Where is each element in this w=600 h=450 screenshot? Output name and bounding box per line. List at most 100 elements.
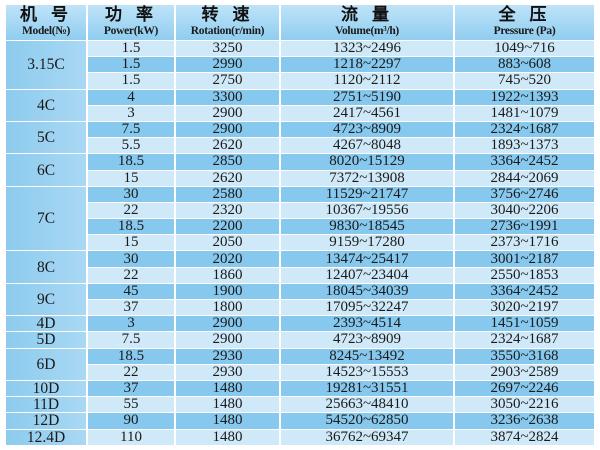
header-rotation-en: Rotation(r/min) bbox=[190, 25, 265, 38]
rotation-cell: 2580 bbox=[176, 186, 279, 202]
power-cell: 4 bbox=[88, 89, 174, 105]
pressure-cell: 3550~3168 bbox=[455, 348, 594, 364]
model-cell: 12.4D bbox=[6, 429, 86, 445]
volume-cell: 13474~25417 bbox=[281, 251, 453, 267]
pressure-cell: 3364~2452 bbox=[455, 154, 594, 170]
power-cell: 1.5 bbox=[88, 57, 174, 73]
pressure-cell: 2324~1687 bbox=[455, 121, 594, 138]
volume-cell: 4723~8909 bbox=[281, 332, 453, 348]
model-cell: 5D bbox=[6, 332, 86, 348]
rotation-cell: 1800 bbox=[176, 300, 279, 316]
pressure-cell: 3020~2197 bbox=[455, 300, 594, 316]
rotation-cell: 1860 bbox=[176, 267, 279, 283]
power-cell: 15 bbox=[88, 170, 174, 186]
header-power: 功 率 Power(kW) bbox=[88, 5, 174, 40]
power-cell: 30 bbox=[88, 251, 174, 267]
model-cell: 5C bbox=[6, 121, 86, 154]
volume-cell: 17095~32247 bbox=[281, 300, 453, 316]
pressure-cell: 2844~2069 bbox=[455, 170, 594, 186]
table-row: 22 1860 12407~23404 2550~1853 bbox=[6, 267, 594, 283]
volume-cell: 7372~13908 bbox=[281, 170, 453, 186]
rotation-cell: 2620 bbox=[176, 138, 279, 154]
power-cell: 37 bbox=[88, 300, 174, 316]
rotation-cell: 1480 bbox=[176, 397, 279, 413]
power-cell: 1.5 bbox=[88, 73, 174, 89]
model-cell: 3.15C bbox=[6, 41, 86, 89]
table-row: 22 2320 10367~19556 3040~2206 bbox=[6, 202, 594, 219]
table-row: 12D 90 1480 54520~62850 3236~2638 bbox=[6, 413, 594, 429]
table-row: 3 2900 2417~4561 1481~1079 bbox=[6, 105, 594, 121]
table-row: 4D 3 2900 2393~4514 1451~1059 bbox=[6, 316, 594, 332]
pressure-cell: 1893~1373 bbox=[455, 138, 594, 154]
pressure-cell: 745~520 bbox=[455, 73, 594, 89]
rotation-cell: 1480 bbox=[176, 413, 279, 429]
table-row: 1.5 2990 1218~2297 883~608 bbox=[6, 57, 594, 73]
volume-cell: 10367~19556 bbox=[281, 202, 453, 219]
pressure-cell: 1049~716 bbox=[455, 41, 594, 57]
table-row: 15 2620 7372~13908 2844~2069 bbox=[6, 170, 594, 186]
volume-cell: 54520~62850 bbox=[281, 413, 453, 429]
pressure-cell: 2373~1716 bbox=[455, 235, 594, 251]
model-cell: 11D bbox=[6, 397, 86, 413]
header-pressure-zh: 全 压 bbox=[498, 5, 551, 26]
pressure-cell: 1481~1079 bbox=[455, 105, 594, 121]
rotation-cell: 2900 bbox=[176, 121, 279, 138]
power-cell: 1.5 bbox=[88, 41, 174, 57]
volume-cell: 1120~2112 bbox=[281, 73, 453, 89]
fan-spec-table-container: 机 号 Model(№) 功 率 Power(kW) 转 速 Rotation(r/m… bbox=[4, 4, 596, 446]
table-row: 12.4D 110 1480 36762~69347 3874~2824 bbox=[6, 429, 594, 445]
volume-cell: 4267~8048 bbox=[281, 138, 453, 154]
power-cell: 22 bbox=[88, 202, 174, 219]
rotation-cell: 1480 bbox=[176, 380, 279, 397]
rotation-cell: 1900 bbox=[176, 283, 279, 299]
volume-cell: 8245~13492 bbox=[281, 348, 453, 364]
pressure-cell: 883~608 bbox=[455, 57, 594, 73]
volume-cell: 1218~2297 bbox=[281, 57, 453, 73]
volume-cell: 2751~5190 bbox=[281, 89, 453, 105]
volume-cell: 25663~48410 bbox=[281, 397, 453, 413]
volume-cell: 8020~15129 bbox=[281, 154, 453, 170]
table-row: 4C 4 3300 2751~5190 1922~1393 bbox=[6, 89, 594, 121]
header-pressure-en: Pressure (Pa) bbox=[493, 25, 556, 38]
header-rotation: 转 速 Rotation(r/min) bbox=[176, 5, 279, 40]
rotation-cell: 2900 bbox=[176, 105, 279, 121]
model-cell: 4D bbox=[6, 316, 86, 332]
volume-cell: 2393~4514 bbox=[281, 316, 453, 332]
table-row: 37 1800 17095~32247 3020~2197 bbox=[6, 300, 594, 316]
header-model: 机 号 Model(№) bbox=[6, 5, 86, 40]
power-cell: 90 bbox=[88, 413, 174, 429]
table-row: 9C 45 1900 18045~34039 3364~2452 bbox=[6, 283, 594, 316]
power-cell: 18.5 bbox=[88, 154, 174, 170]
model-cell: 6C bbox=[6, 154, 86, 186]
header-volume-zh: 流 量 bbox=[341, 5, 393, 26]
rotation-cell: 2620 bbox=[176, 170, 279, 186]
pressure-cell: 2697~2246 bbox=[455, 380, 594, 397]
volume-cell: 1323~2496 bbox=[281, 41, 453, 57]
table-row: 6D 18.5 2930 8245~13492 3550~3168 bbox=[6, 348, 594, 380]
rotation-cell: 3250 bbox=[176, 41, 279, 57]
pressure-cell: 3001~2187 bbox=[455, 251, 594, 267]
table-row: 6C 18.5 2850 8020~15129 3364~2452 bbox=[6, 154, 594, 186]
table-row: 15 2050 9159~17280 2373~1716 bbox=[6, 235, 594, 251]
pressure-cell: 1451~1059 bbox=[455, 316, 594, 332]
pressure-cell: 3364~2452 bbox=[455, 283, 594, 299]
power-cell: 37 bbox=[88, 380, 174, 397]
volume-cell: 19281~31551 bbox=[281, 380, 453, 397]
table-row: 11D 55 1480 25663~48410 3050~2216 bbox=[6, 397, 594, 413]
table-row: 5C 7.5 2900 4723~8909 2324~1687 bbox=[6, 121, 594, 154]
volume-cell: 9830~18545 bbox=[281, 219, 453, 235]
power-cell: 3 bbox=[88, 105, 174, 121]
header-rotation-zh: 转 速 bbox=[201, 5, 254, 26]
rotation-cell: 3300 bbox=[176, 89, 279, 105]
pressure-cell: 3756~2746 bbox=[455, 186, 594, 202]
rotation-cell: 2020 bbox=[176, 251, 279, 267]
header-row: 机 号 Model(№) 功 率 Power(kW) 转 速 Rotation(r/m… bbox=[6, 5, 594, 40]
power-cell: 30 bbox=[88, 186, 174, 202]
rotation-cell: 2200 bbox=[176, 219, 279, 235]
pressure-cell: 2903~2589 bbox=[455, 364, 594, 380]
header-model-en: Model(№) bbox=[21, 25, 71, 38]
table-row: 18.5 2200 9830~18545 2736~1991 bbox=[6, 219, 594, 235]
power-cell: 18.5 bbox=[88, 219, 174, 235]
header-model-zh: 机 号 bbox=[20, 5, 72, 26]
power-cell: 3 bbox=[88, 316, 174, 332]
